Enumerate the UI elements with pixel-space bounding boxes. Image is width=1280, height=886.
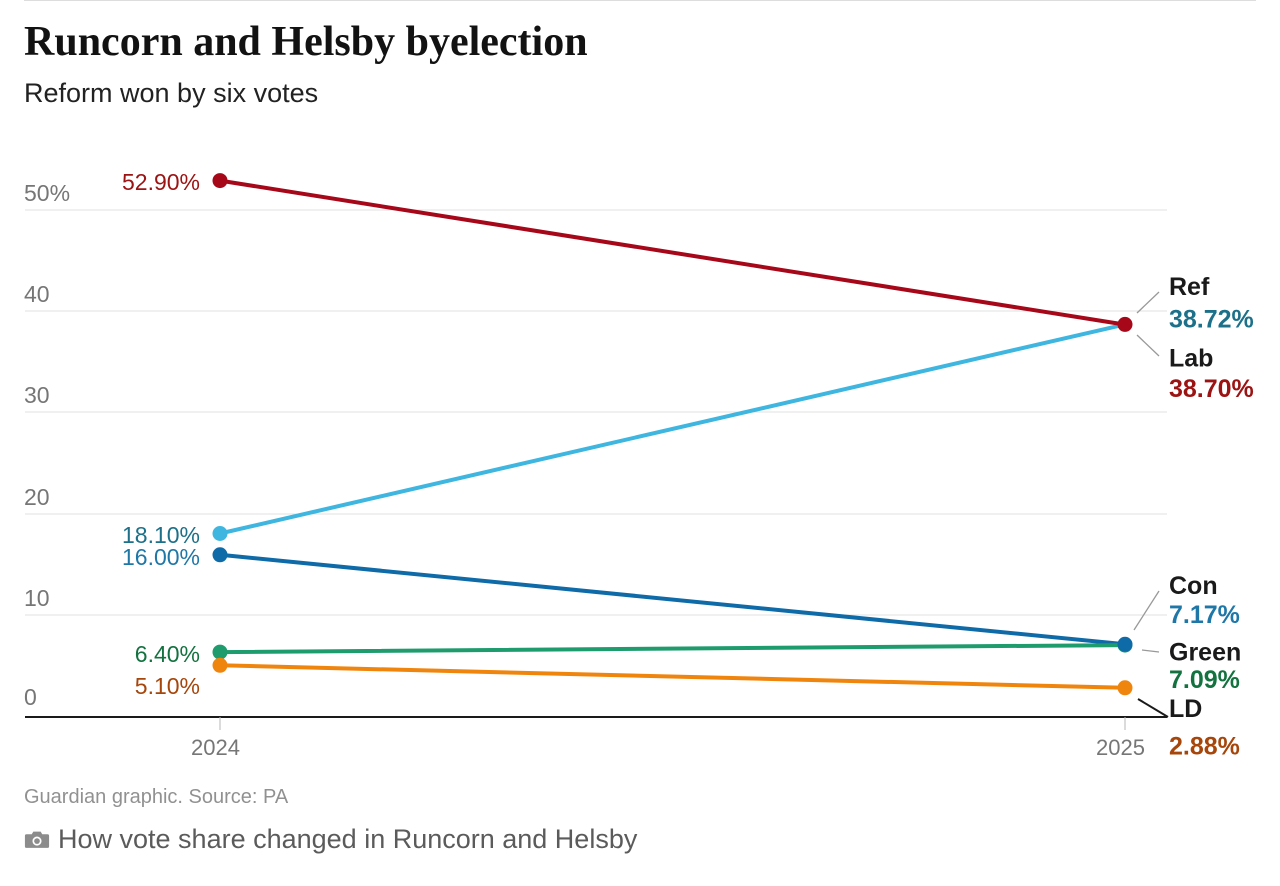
svg-text:20: 20 — [24, 484, 50, 510]
svg-text:2.88%: 2.88% — [1169, 733, 1240, 760]
svg-text:Con: Con — [1169, 572, 1218, 600]
svg-text:50%: 50% — [24, 180, 70, 206]
svg-text:2024: 2024 — [191, 735, 240, 760]
svg-text:Lab: Lab — [1169, 344, 1213, 372]
svg-text:2025: 2025 — [1096, 735, 1145, 760]
svg-text:Green: Green — [1169, 639, 1241, 667]
svg-text:LD: LD — [1169, 695, 1202, 723]
svg-text:5.10%: 5.10% — [135, 673, 200, 699]
svg-text:30: 30 — [24, 382, 50, 408]
svg-text:7.09%: 7.09% — [1169, 666, 1240, 694]
svg-text:38.70%: 38.70% — [1169, 375, 1254, 403]
svg-text:40: 40 — [24, 281, 50, 307]
svg-text:Ref: Ref — [1169, 273, 1210, 301]
svg-text:10: 10 — [24, 585, 50, 611]
svg-text:7.17%: 7.17% — [1169, 601, 1240, 629]
svg-text:52.90%: 52.90% — [122, 169, 200, 195]
svg-text:38.72%: 38.72% — [1169, 306, 1254, 334]
svg-text:6.40%: 6.40% — [135, 641, 200, 667]
svg-text:0: 0 — [24, 684, 37, 710]
svg-text:16.00%: 16.00% — [122, 544, 200, 570]
